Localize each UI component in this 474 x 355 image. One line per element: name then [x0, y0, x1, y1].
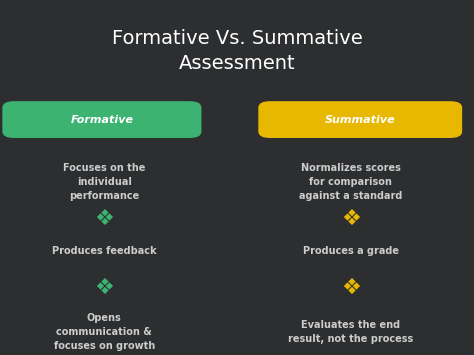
Text: Produces a grade: Produces a grade: [303, 246, 399, 256]
Text: Focuses on the
individual
performance: Focuses on the individual performance: [63, 163, 146, 201]
Text: Formative Vs. Summative
Assessment: Formative Vs. Summative Assessment: [111, 29, 363, 72]
Text: Normalizes scores
for comparison
against a standard: Normalizes scores for comparison against…: [299, 163, 402, 201]
Text: Formative: Formative: [71, 115, 133, 125]
Text: Opens
communication &
focuses on growth: Opens communication & focuses on growth: [54, 313, 155, 351]
Text: ❖: ❖: [94, 209, 114, 229]
Text: ❖: ❖: [94, 278, 114, 298]
FancyBboxPatch shape: [258, 101, 462, 138]
Text: ❖: ❖: [341, 278, 361, 298]
Text: Summative: Summative: [325, 115, 395, 125]
Text: Produces feedback: Produces feedback: [52, 246, 156, 256]
Text: Evaluates the end
result, not the process: Evaluates the end result, not the proces…: [288, 320, 413, 344]
FancyBboxPatch shape: [2, 101, 201, 138]
Text: ❖: ❖: [341, 209, 361, 229]
